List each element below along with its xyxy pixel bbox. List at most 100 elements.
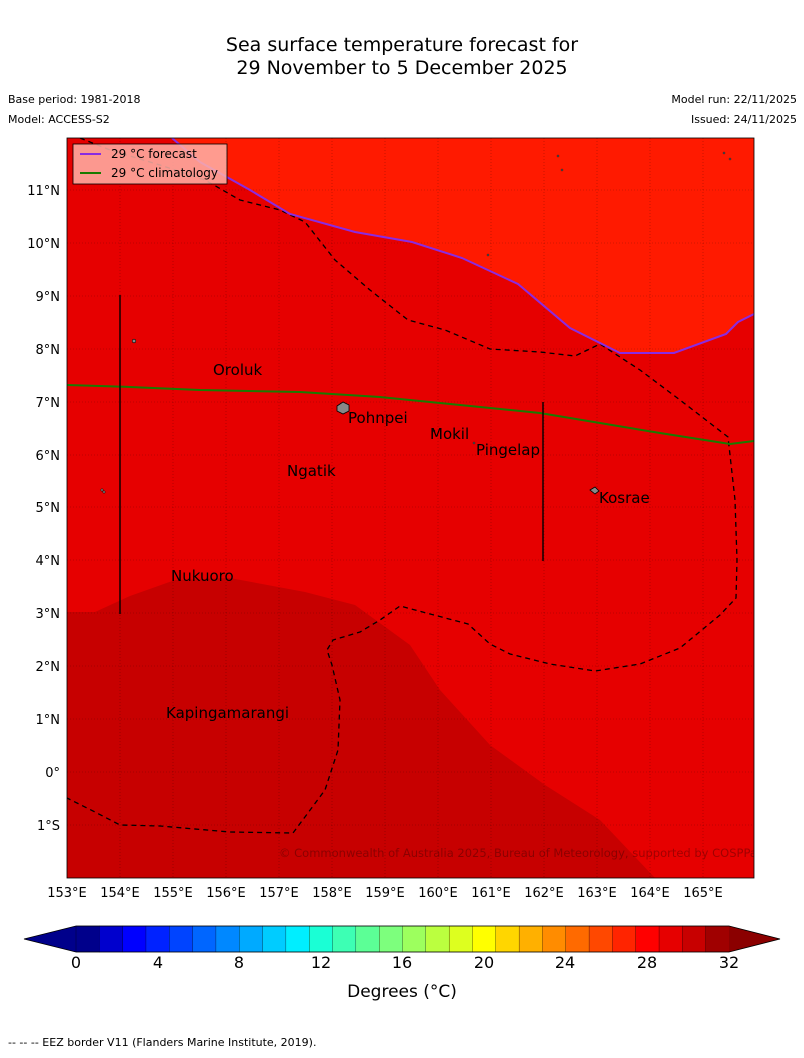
lat-axis: 11°N 10°N 9°N 8°N 7°N 6°N 5°N 4°N 3°N 2°… <box>27 184 60 834</box>
colorbar-segment <box>285 925 310 953</box>
place-label-oroluk: Oroluk <box>213 361 262 379</box>
colorbar-segment <box>425 925 450 953</box>
sst-hot-region <box>67 138 754 353</box>
colorbar-segment <box>75 925 100 953</box>
colorbar-segment <box>122 925 147 953</box>
lat-tick-label: 1°N <box>36 713 61 728</box>
lat-tick-label: 8°N <box>36 343 61 358</box>
eez-border <box>67 138 738 834</box>
colorbar-segments <box>75 925 730 953</box>
lon-tick-label: 154°E <box>100 886 140 901</box>
islet-icon <box>556 154 560 158</box>
lat-tick-label: 9°N <box>36 290 61 305</box>
sst-deep-region <box>67 578 655 878</box>
colorbar-segment <box>495 925 520 953</box>
colorbar-segment <box>658 925 683 953</box>
issued-text: Issued: 24/11/2025 <box>690 113 797 126</box>
place-label-kapingamarangi: Kapingamarangi <box>166 704 289 722</box>
colorbar-segment <box>379 925 403 953</box>
colorbar-segment <box>472 925 497 953</box>
eez-footnote: -- -- -- EEZ border V11 (Flanders Marine… <box>8 1036 317 1049</box>
lat-tick-label: 10°N <box>27 237 60 252</box>
place-label-pohnpei: Pohnpei <box>348 409 408 427</box>
lon-tick-label: 160°E <box>418 886 458 901</box>
colorbar-segment <box>402 925 427 953</box>
lon-tick-label: 156°E <box>206 886 246 901</box>
colorbar-segment <box>518 925 543 953</box>
lat-tick-label: 6°N <box>36 449 61 464</box>
colorbar-tick-label: 28 <box>637 953 657 972</box>
colorbar-segment <box>448 925 473 953</box>
legend-forecast-label: 29 °C forecast <box>111 147 197 161</box>
colorbar-segment <box>332 925 357 953</box>
place-label-pingelap: Pingelap <box>476 441 540 459</box>
colorbar <box>23 925 781 953</box>
lon-tick-label: 161°E <box>471 886 511 901</box>
map-frame <box>66 137 755 879</box>
islet-icon <box>728 157 732 161</box>
colorbar-segment <box>309 925 333 953</box>
forecast-29c-line <box>171 138 754 354</box>
lat-tick-label: 2°N <box>36 660 61 675</box>
model-text: Model: ACCESS-S2 <box>8 113 110 126</box>
colorbar-segment <box>542 925 567 953</box>
islet-icon <box>560 168 564 172</box>
colorbar-tick-label: 12 <box>311 953 331 972</box>
pohnpei-island-icon <box>336 401 350 415</box>
colorbar-ticks: 0 4 8 12 16 20 24 28 32 <box>71 953 739 972</box>
colorbar-segment <box>239 925 264 953</box>
lon-tick-label: 159°E <box>365 886 405 901</box>
lat-tick-label: 3°N <box>36 607 61 622</box>
lat-tick-label: 7°N <box>36 396 61 411</box>
lat-tick-label: 5°N <box>36 501 61 516</box>
colorbar-tick-label: 32 <box>719 953 739 972</box>
colorbar-tick-label: 8 <box>234 953 244 972</box>
colorbar-segment <box>682 925 707 953</box>
colorbar-segment <box>565 925 590 953</box>
lon-tick-label: 157°E <box>259 886 299 901</box>
lat-tick-label: 4°N <box>36 554 61 569</box>
islet-icon <box>722 151 726 155</box>
colorbar-axis-label: Degrees (°C) <box>347 982 457 1002</box>
colorbar-min-arrow <box>24 926 76 952</box>
lat-tick-label: 0° <box>45 766 60 781</box>
islet-icon <box>486 253 490 257</box>
lon-tick-label: 162°E <box>524 886 564 901</box>
map-panel: Oroluk Pohnpei Mokil Pingelap Ngatik Kos… <box>67 138 763 878</box>
colorbar-segment <box>99 925 124 953</box>
kosrae-island-icon <box>589 486 600 495</box>
chart-title-line1: Sea surface temperature forecast for <box>225 34 579 56</box>
lon-tick-label: 155°E <box>153 886 193 901</box>
lon-tick-label: 163°E <box>577 886 617 901</box>
colorbar-tick-label: 20 <box>474 953 494 972</box>
copyright-text: © Commonwealth of Australia 2025, Bureau… <box>279 846 763 860</box>
colorbar-segment <box>262 925 287 953</box>
colorbar-segment <box>215 925 240 953</box>
colorbar-max-arrow <box>729 926 780 952</box>
legend-climatology-label: 29 °C climatology <box>111 166 218 180</box>
place-label-mokil: Mokil <box>430 425 469 443</box>
map-legend: 29 °C forecast 29 °C climatology <box>72 143 228 185</box>
colorbar-tick-label: 16 <box>392 953 412 972</box>
place-label-nukuoro: Nukuoro <box>171 567 234 585</box>
islet-icon <box>100 488 104 492</box>
climatology-29c-line <box>67 384 754 446</box>
lon-axis: 153°E 154°E 155°E 156°E 157°E 158°E 159°… <box>47 886 723 901</box>
islet-icon <box>472 441 476 445</box>
colorbar-segment <box>588 925 613 953</box>
place-label-kosrae: Kosrae <box>599 489 650 507</box>
colorbar-segment <box>145 925 170 953</box>
model-run-text: Model run: 22/11/2025 <box>671 93 797 106</box>
lon-tick-label: 165°E <box>683 886 723 901</box>
colorbar-tick-label: 24 <box>555 953 575 972</box>
colorbar-segment <box>169 925 194 953</box>
lon-tick-label: 153°E <box>47 886 87 901</box>
colorbar-segment <box>705 925 730 953</box>
islet-icon <box>432 429 436 433</box>
base-period-text: Base period: 1981-2018 <box>8 93 141 106</box>
lon-tick-label: 164°E <box>630 886 670 901</box>
islet-icon <box>131 338 137 344</box>
chart-title-line2: 29 November to 5 December 2025 <box>236 57 568 79</box>
colorbar-tick-label: 4 <box>153 953 163 972</box>
